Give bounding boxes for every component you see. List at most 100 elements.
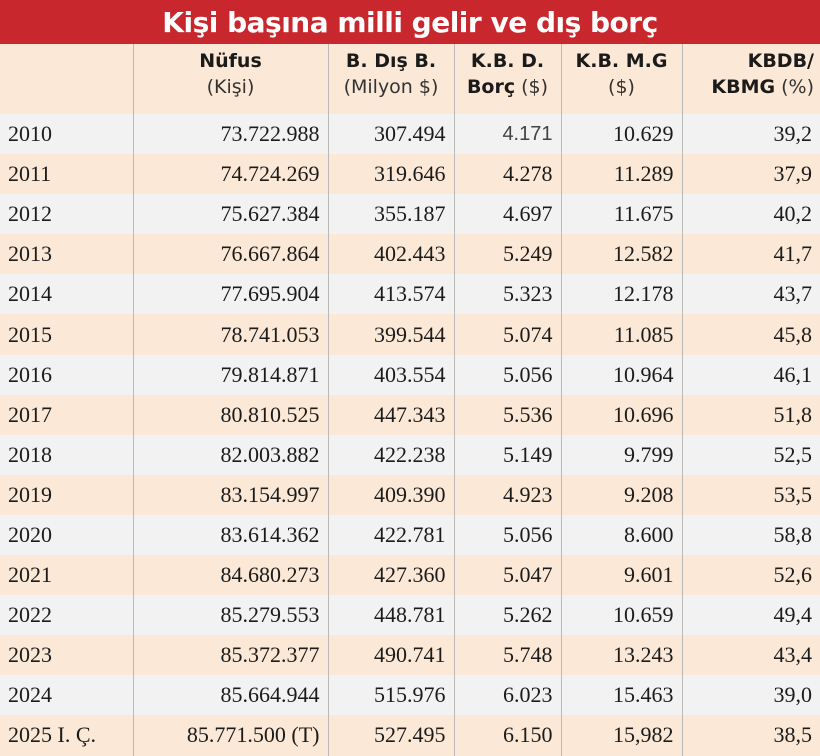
cell-kb-mg: 9.601 xyxy=(560,555,682,596)
table-header: Nüfus (Kişi) B. Dış B. (Milyon $) K.B. D… xyxy=(0,44,820,114)
table-title: Kişi başına milli gelir ve dış borç xyxy=(0,0,820,44)
cell-nufus: 85.771.500 (T) xyxy=(132,715,328,756)
cell-dis-borc: 403.554 xyxy=(327,354,454,395)
header-oran-title2: KBMG xyxy=(711,76,776,98)
cell-year: 2021 xyxy=(8,562,52,588)
cell-year: 2010 xyxy=(8,121,52,147)
cell-dis-borc: 527.495 xyxy=(327,715,454,756)
cell-kb-borc: 4.923 xyxy=(453,474,561,515)
cell-kb-mg: 11.289 xyxy=(560,154,682,195)
cell-year: 2022 xyxy=(8,602,52,628)
cell-kb-borc: 6.023 xyxy=(453,675,561,716)
cell-kb-borc: 4.278 xyxy=(453,154,561,195)
cell-year: 2017 xyxy=(8,401,52,427)
cell-oran: 40,2 xyxy=(681,194,820,235)
cell-year: 2012 xyxy=(8,201,52,227)
table-row: 2024 85.664.944 515.976 6.023 15.463 39,0 xyxy=(0,675,820,716)
header-oran-title: KBDB/ xyxy=(747,50,814,72)
table-row: 2025 I. Ç. 85.771.500 (T) 527.495 6.150 15,9… xyxy=(0,715,820,756)
cell-oran: 37,9 xyxy=(681,154,820,195)
header-nufus: Nüfus (Kişi) xyxy=(132,44,328,114)
cell-year: 2018 xyxy=(8,441,52,467)
header-nufus-unit: (Kişi) xyxy=(206,76,255,98)
table-row: 2019 83.154.997 409.390 4.923 9.208 53,5 xyxy=(0,474,820,515)
cell-year: 2011 xyxy=(8,161,52,187)
header-kb-borc: K.B. D. Borç ($) xyxy=(453,44,561,114)
header-kb-mg: K.B. M.G ($) xyxy=(560,44,682,114)
cell-kb-borc: 5.748 xyxy=(453,635,561,676)
cell-nufus: 85.279.553 xyxy=(132,595,328,636)
cell-oran: 46,1 xyxy=(681,354,820,395)
cell-oran: 53,5 xyxy=(681,474,820,515)
cell-dis-borc: 422.781 xyxy=(327,514,454,556)
cell-kb-borc: 5.056 xyxy=(453,354,561,395)
table-row: 2012 75.627.384 355.187 4.697 11.675 40,2 xyxy=(0,194,820,235)
header-kb-borc-unit: ($) xyxy=(515,76,549,98)
table-row: 2023 85.372.377 490.741 5.748 13.243 43,4 xyxy=(0,635,820,676)
cell-nufus: 78.741.053 xyxy=(132,314,328,355)
cell-dis-borc: 413.574 xyxy=(327,274,454,315)
cell-kb-mg: 8.600 xyxy=(560,514,682,556)
cell-kb-mg: 9.208 xyxy=(560,474,682,515)
table-row: 2018 82.003.882 422.238 5.149 9.799 52,5 xyxy=(0,434,820,475)
cell-nufus: 83.154.997 xyxy=(132,474,328,515)
cell-kb-mg: 12.582 xyxy=(560,234,682,275)
cell-kb-borc: 5.074 xyxy=(453,314,561,355)
cell-nufus: 75.627.384 xyxy=(132,194,328,235)
cell-kb-borc: 5.262 xyxy=(453,595,561,636)
cell-year: 2025 I. Ç. xyxy=(8,722,96,748)
cell-dis-borc: 490.741 xyxy=(327,635,454,676)
cell-kb-mg: 11.085 xyxy=(560,314,682,355)
cell-kb-borc: 4.171 xyxy=(453,114,561,155)
cell-oran: 43,7 xyxy=(681,274,820,315)
cell-oran: 41,7 xyxy=(681,234,820,275)
cell-kb-borc: 5.323 xyxy=(453,274,561,315)
header-dis-borc-title: B. Dış B. xyxy=(345,50,437,72)
cell-dis-borc: 399.544 xyxy=(327,314,454,355)
cell-year: 2020 xyxy=(8,521,52,547)
header-year xyxy=(0,44,133,114)
cell-nufus: 76.667.864 xyxy=(132,234,328,275)
table-row: 2020 83.614.362 422.781 5.056 8.600 58,8 xyxy=(0,514,820,556)
cell-oran: 51,8 xyxy=(681,394,820,435)
cell-year: 2016 xyxy=(8,361,52,387)
cell-dis-borc: 515.976 xyxy=(327,675,454,716)
cell-kb-mg: 12.178 xyxy=(560,274,682,315)
header-nufus-title: Nüfus xyxy=(199,50,262,72)
cell-dis-borc: 427.360 xyxy=(327,555,454,596)
table-body: 2010 73.722.988 307.494 4.171 10.629 39,2 2011… xyxy=(0,114,820,756)
header-kb-borc-title: K.B. D. xyxy=(470,50,545,72)
cell-oran: 49,4 xyxy=(681,595,820,636)
cell-kb-borc: 4.697 xyxy=(453,194,561,235)
cell-year: 2015 xyxy=(8,321,52,347)
cell-oran: 39,0 xyxy=(681,675,820,716)
table-row: 2013 76.667.864 402.443 5.249 12.582 41,7 xyxy=(0,234,820,275)
cell-nufus: 74.724.269 xyxy=(132,154,328,195)
header-dis-borc-unit: (Milyon $) xyxy=(343,76,439,98)
cell-dis-borc: 448.781 xyxy=(327,595,454,636)
cell-dis-borc: 447.343 xyxy=(327,394,454,435)
table-row: 2014 77.695.904 413.574 5.323 12.178 43,7 xyxy=(0,274,820,315)
header-row: Nüfus (Kişi) B. Dış B. (Milyon $) K.B. D… xyxy=(0,44,820,114)
header-oran: KBDB/ KBMG (%) xyxy=(681,44,820,114)
cell-kb-borc: 5.149 xyxy=(453,434,561,475)
cell-oran: 45,8 xyxy=(681,314,820,355)
cell-nufus: 84.680.273 xyxy=(132,555,328,596)
cell-kb-mg: 11.675 xyxy=(560,194,682,235)
table-row: 2011 74.724.269 319.646 4.278 11.289 37,9 xyxy=(0,154,820,195)
cell-dis-borc: 307.494 xyxy=(327,114,454,155)
cell-kb-borc: 5.047 xyxy=(453,555,561,596)
cell-dis-borc: 422.238 xyxy=(327,434,454,475)
cell-kb-borc: 5.536 xyxy=(453,394,561,435)
header-oran-unit: (%) xyxy=(775,76,814,98)
cell-kb-mg: 10.629 xyxy=(560,114,682,155)
header-kb-mg-title: K.B. M.G xyxy=(575,50,668,72)
table-row: 2022 85.279.553 448.781 5.262 10.659 49,4 xyxy=(0,595,820,636)
table-row: 2010 73.722.988 307.494 4.171 10.629 39,2 xyxy=(0,114,820,155)
cell-nufus: 73.722.988 xyxy=(132,114,328,155)
header-kb-borc-title2: Borç xyxy=(466,76,516,98)
cell-oran: 39,2 xyxy=(681,114,820,155)
cell-year: 2013 xyxy=(8,241,52,267)
cell-year: 2023 xyxy=(8,642,52,668)
table-row: 2021 84.680.273 427.360 5.047 9.601 52,6 xyxy=(0,555,820,596)
